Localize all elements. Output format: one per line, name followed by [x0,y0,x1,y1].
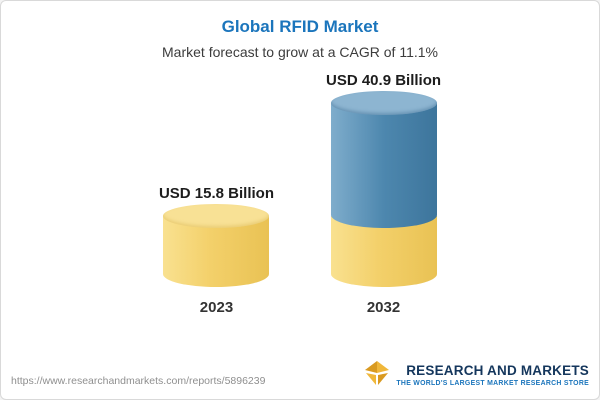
research-and-markets-logo[interactable]: RESEARCH AND MARKETS THE WORLD'S LARGEST… [364,360,589,391]
bar-2032-cylinder [330,90,437,287]
category-label-2023: 2023 [199,299,234,316]
value-label-2023: USD 15.8 Billion [158,184,274,202]
cylinder-top-ellipse [330,90,437,115]
value-label-2032: USD 40.9 Billion [326,71,442,89]
report-url-link[interactable]: https://www.researchandmarkets.com/repor… [11,375,266,387]
bar-group-2032: USD 40.9 Billion 2032 [326,72,441,316]
bar-2032-top-segment [330,102,437,228]
category-label-2032: 2032 [366,299,401,316]
chart-area: USD 15.8 Billion 2023 USD 40.9 Billion 2… [1,60,599,360]
logo-text-block: RESEARCH AND MARKETS THE WORLD'S LARGEST… [396,362,589,388]
logo-tagline-text: THE WORLD'S LARGEST MARKET RESEARCH STOR… [396,380,589,388]
chart-header: Global RFID Market Market forecast to gr… [1,1,599,60]
footer: https://www.researchandmarkets.com/repor… [1,360,599,399]
chart-subtitle: Market forecast to grow at a CAGR of 11.… [162,44,438,60]
bar-2023-cylinder [163,203,270,287]
bar-group-2023: USD 15.8 Billion 2023 [159,185,274,316]
chart-title: Global RFID Market [221,17,379,36]
logo-mark-icon [364,360,390,391]
logo-brand-text: RESEARCH AND MARKETS [406,362,589,378]
cylinder-top-ellipse [163,203,270,228]
